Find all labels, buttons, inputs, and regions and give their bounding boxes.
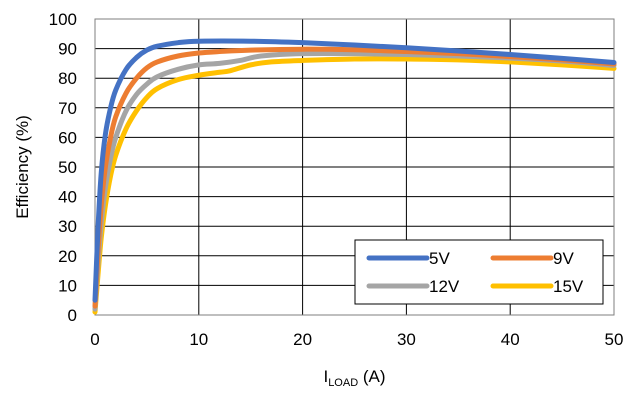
x-tick-label: 30 [397,330,416,349]
series-line-15v [92,56,617,315]
y-tick-label: 20 [58,247,77,266]
y-tick-labels: 0 10 20 30 40 50 60 70 80 90 100 [49,10,77,325]
y-tick-label: 90 [58,40,77,59]
legend-label-5v: 5V [429,249,450,268]
legend-box [354,239,604,305]
legend-label-12v: 12V [429,277,460,296]
x-axis-title: ILOAD (A) [323,367,385,389]
x-axis-title-subscript: LOAD [328,377,358,389]
y-tick-label: 10 [58,276,77,295]
x-tick-labels: 0 10 20 30 40 50 [90,330,623,349]
y-tick-label: 80 [58,69,77,88]
y-tick-label: 50 [58,158,77,177]
legend-label-15v: 15V [553,277,584,296]
series-line-12v [92,50,617,312]
y-tick-label: 60 [58,128,77,147]
y-tick-label: 100 [49,10,77,29]
legend: 5V 9V 12V 15V [354,239,604,305]
plot-area-border [94,18,615,316]
y-tick-label: 0 [68,306,77,325]
y-tick-label: 30 [58,217,77,236]
y-tick-label: 70 [58,99,77,118]
series-lines [92,38,617,315]
x-axis-title-main: I [323,367,328,386]
x-tick-label: 0 [90,330,99,349]
legend-label-9v: 9V [553,249,574,268]
series-line-5v [92,38,617,303]
y-axis-title: Efficiency (%) [13,115,32,219]
series-line-9v [92,46,617,309]
x-tick-label: 40 [501,330,520,349]
x-tick-label: 50 [605,330,624,349]
x-tick-label: 20 [293,330,312,349]
x-tick-label: 10 [189,330,208,349]
y-tick-label: 40 [58,188,77,207]
x-axis-title-unit: (A) [358,367,385,386]
